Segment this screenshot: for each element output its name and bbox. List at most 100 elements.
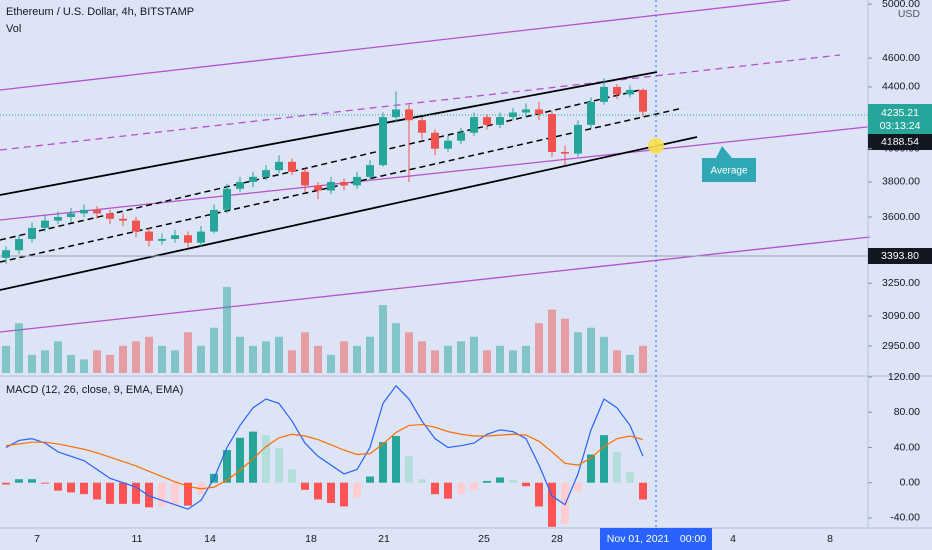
volume-bar bbox=[470, 336, 478, 373]
candle-body bbox=[301, 171, 309, 186]
histogram-bar bbox=[67, 482, 75, 493]
histogram-bar bbox=[470, 482, 478, 490]
histogram-bar bbox=[418, 479, 426, 483]
candle-body bbox=[587, 101, 595, 125]
histogram-bar bbox=[106, 482, 114, 504]
callout bbox=[702, 146, 756, 182]
candle-body bbox=[457, 132, 465, 141]
histogram-bar bbox=[119, 482, 127, 504]
histogram-bar bbox=[2, 482, 10, 485]
volume-bar bbox=[275, 336, 283, 373]
chart-title: Ethereum / U.S. Dollar, 4h, BITSTAMP bbox=[6, 6, 194, 18]
volume-bar bbox=[132, 341, 140, 373]
y-tick-label: 4000.00 bbox=[882, 143, 920, 155]
candle-body bbox=[626, 89, 634, 95]
last-price-box bbox=[868, 104, 932, 134]
candle-body bbox=[431, 132, 439, 149]
channel-line bbox=[0, 136, 698, 291]
histogram-bar bbox=[41, 482, 49, 484]
channel-line bbox=[0, 71, 658, 196]
candle-body bbox=[548, 114, 556, 152]
y-tick-label: 2950.00 bbox=[882, 340, 920, 352]
candle-body bbox=[210, 209, 218, 232]
candle-body bbox=[639, 89, 647, 112]
histogram-bar bbox=[379, 442, 387, 483]
histogram-bar bbox=[15, 479, 23, 483]
candle-body bbox=[236, 181, 244, 189]
volume-bar bbox=[67, 354, 75, 373]
volume-bar bbox=[574, 332, 582, 373]
x-tick-label: 7 bbox=[34, 533, 40, 545]
candle-body bbox=[405, 109, 413, 121]
candle-body bbox=[522, 109, 530, 113]
candle-body bbox=[366, 165, 374, 177]
volume-bar bbox=[119, 345, 127, 373]
volume-bar bbox=[457, 341, 465, 373]
volume-bar bbox=[379, 305, 387, 373]
volume-bar bbox=[548, 309, 556, 373]
x-tick-label: 18 bbox=[305, 533, 317, 545]
candle-body bbox=[184, 235, 192, 243]
histogram-bar bbox=[145, 482, 153, 508]
histogram-bar bbox=[509, 480, 517, 483]
marker bbox=[648, 138, 664, 154]
candle-body bbox=[496, 117, 504, 125]
y-tick-label: 0.00 bbox=[900, 476, 921, 488]
y-tick-label: 4400.00 bbox=[882, 81, 920, 93]
histogram-bar bbox=[275, 448, 283, 483]
volume-bar bbox=[54, 341, 62, 373]
volume-bar bbox=[418, 341, 426, 373]
y-tick-label: 40.00 bbox=[894, 441, 920, 453]
volume-bar bbox=[158, 345, 166, 373]
candle-body bbox=[93, 209, 101, 214]
y-tick-label: 3600.00 bbox=[882, 211, 920, 223]
candle-body bbox=[145, 231, 153, 241]
histogram-bar bbox=[457, 482, 465, 495]
countdown: 03:13:24 bbox=[880, 120, 921, 132]
histogram-bar bbox=[366, 476, 374, 483]
histogram-bar bbox=[405, 456, 413, 483]
x-tick-label: 11 bbox=[132, 533, 143, 545]
volume-bar bbox=[80, 359, 88, 373]
candle-body bbox=[249, 176, 257, 182]
histogram-bar bbox=[262, 435, 270, 483]
y-tick-label: 120.00 bbox=[888, 371, 920, 383]
volume-bar bbox=[600, 336, 608, 373]
price-box bbox=[868, 134, 932, 150]
y-tick-label: 3800.00 bbox=[882, 176, 920, 188]
candle-body bbox=[132, 220, 140, 232]
candle-body bbox=[418, 120, 426, 133]
macd-line bbox=[5, 423, 644, 490]
candle-body bbox=[67, 213, 75, 217]
drawings bbox=[0, 0, 932, 529]
histogram-bar bbox=[431, 482, 439, 495]
price-box bbox=[868, 248, 932, 264]
volume-bar bbox=[2, 345, 10, 373]
cursor-date: Nov 01, 2021 bbox=[607, 533, 670, 545]
histogram-bar bbox=[626, 472, 634, 483]
x-tick-label: 8 bbox=[827, 533, 833, 545]
candle-body bbox=[262, 170, 270, 177]
volume-bar bbox=[509, 350, 517, 373]
volume-bar bbox=[314, 345, 322, 373]
histogram-bar bbox=[223, 450, 231, 483]
y-tick-label: -40.00 bbox=[890, 512, 920, 524]
volume-bar bbox=[145, 336, 153, 373]
histogram-bar bbox=[353, 482, 361, 498]
volume-bar bbox=[405, 332, 413, 373]
price-label: 3393.80 bbox=[881, 250, 919, 262]
candle-body bbox=[327, 181, 335, 191]
volume-bar bbox=[626, 354, 634, 373]
histogram-bar bbox=[28, 479, 36, 483]
volume-bar bbox=[561, 318, 569, 373]
volume-bar bbox=[366, 336, 374, 373]
trend-line bbox=[0, 0, 791, 91]
volume-bar bbox=[327, 354, 335, 373]
candle-body bbox=[509, 112, 517, 118]
histogram-bar bbox=[574, 482, 582, 492]
candle-body bbox=[223, 188, 231, 210]
volume-bar bbox=[262, 341, 270, 373]
candle-body bbox=[2, 250, 10, 258]
histogram-bar bbox=[340, 482, 348, 507]
y-tick-label: 5000.00 bbox=[882, 0, 920, 10]
